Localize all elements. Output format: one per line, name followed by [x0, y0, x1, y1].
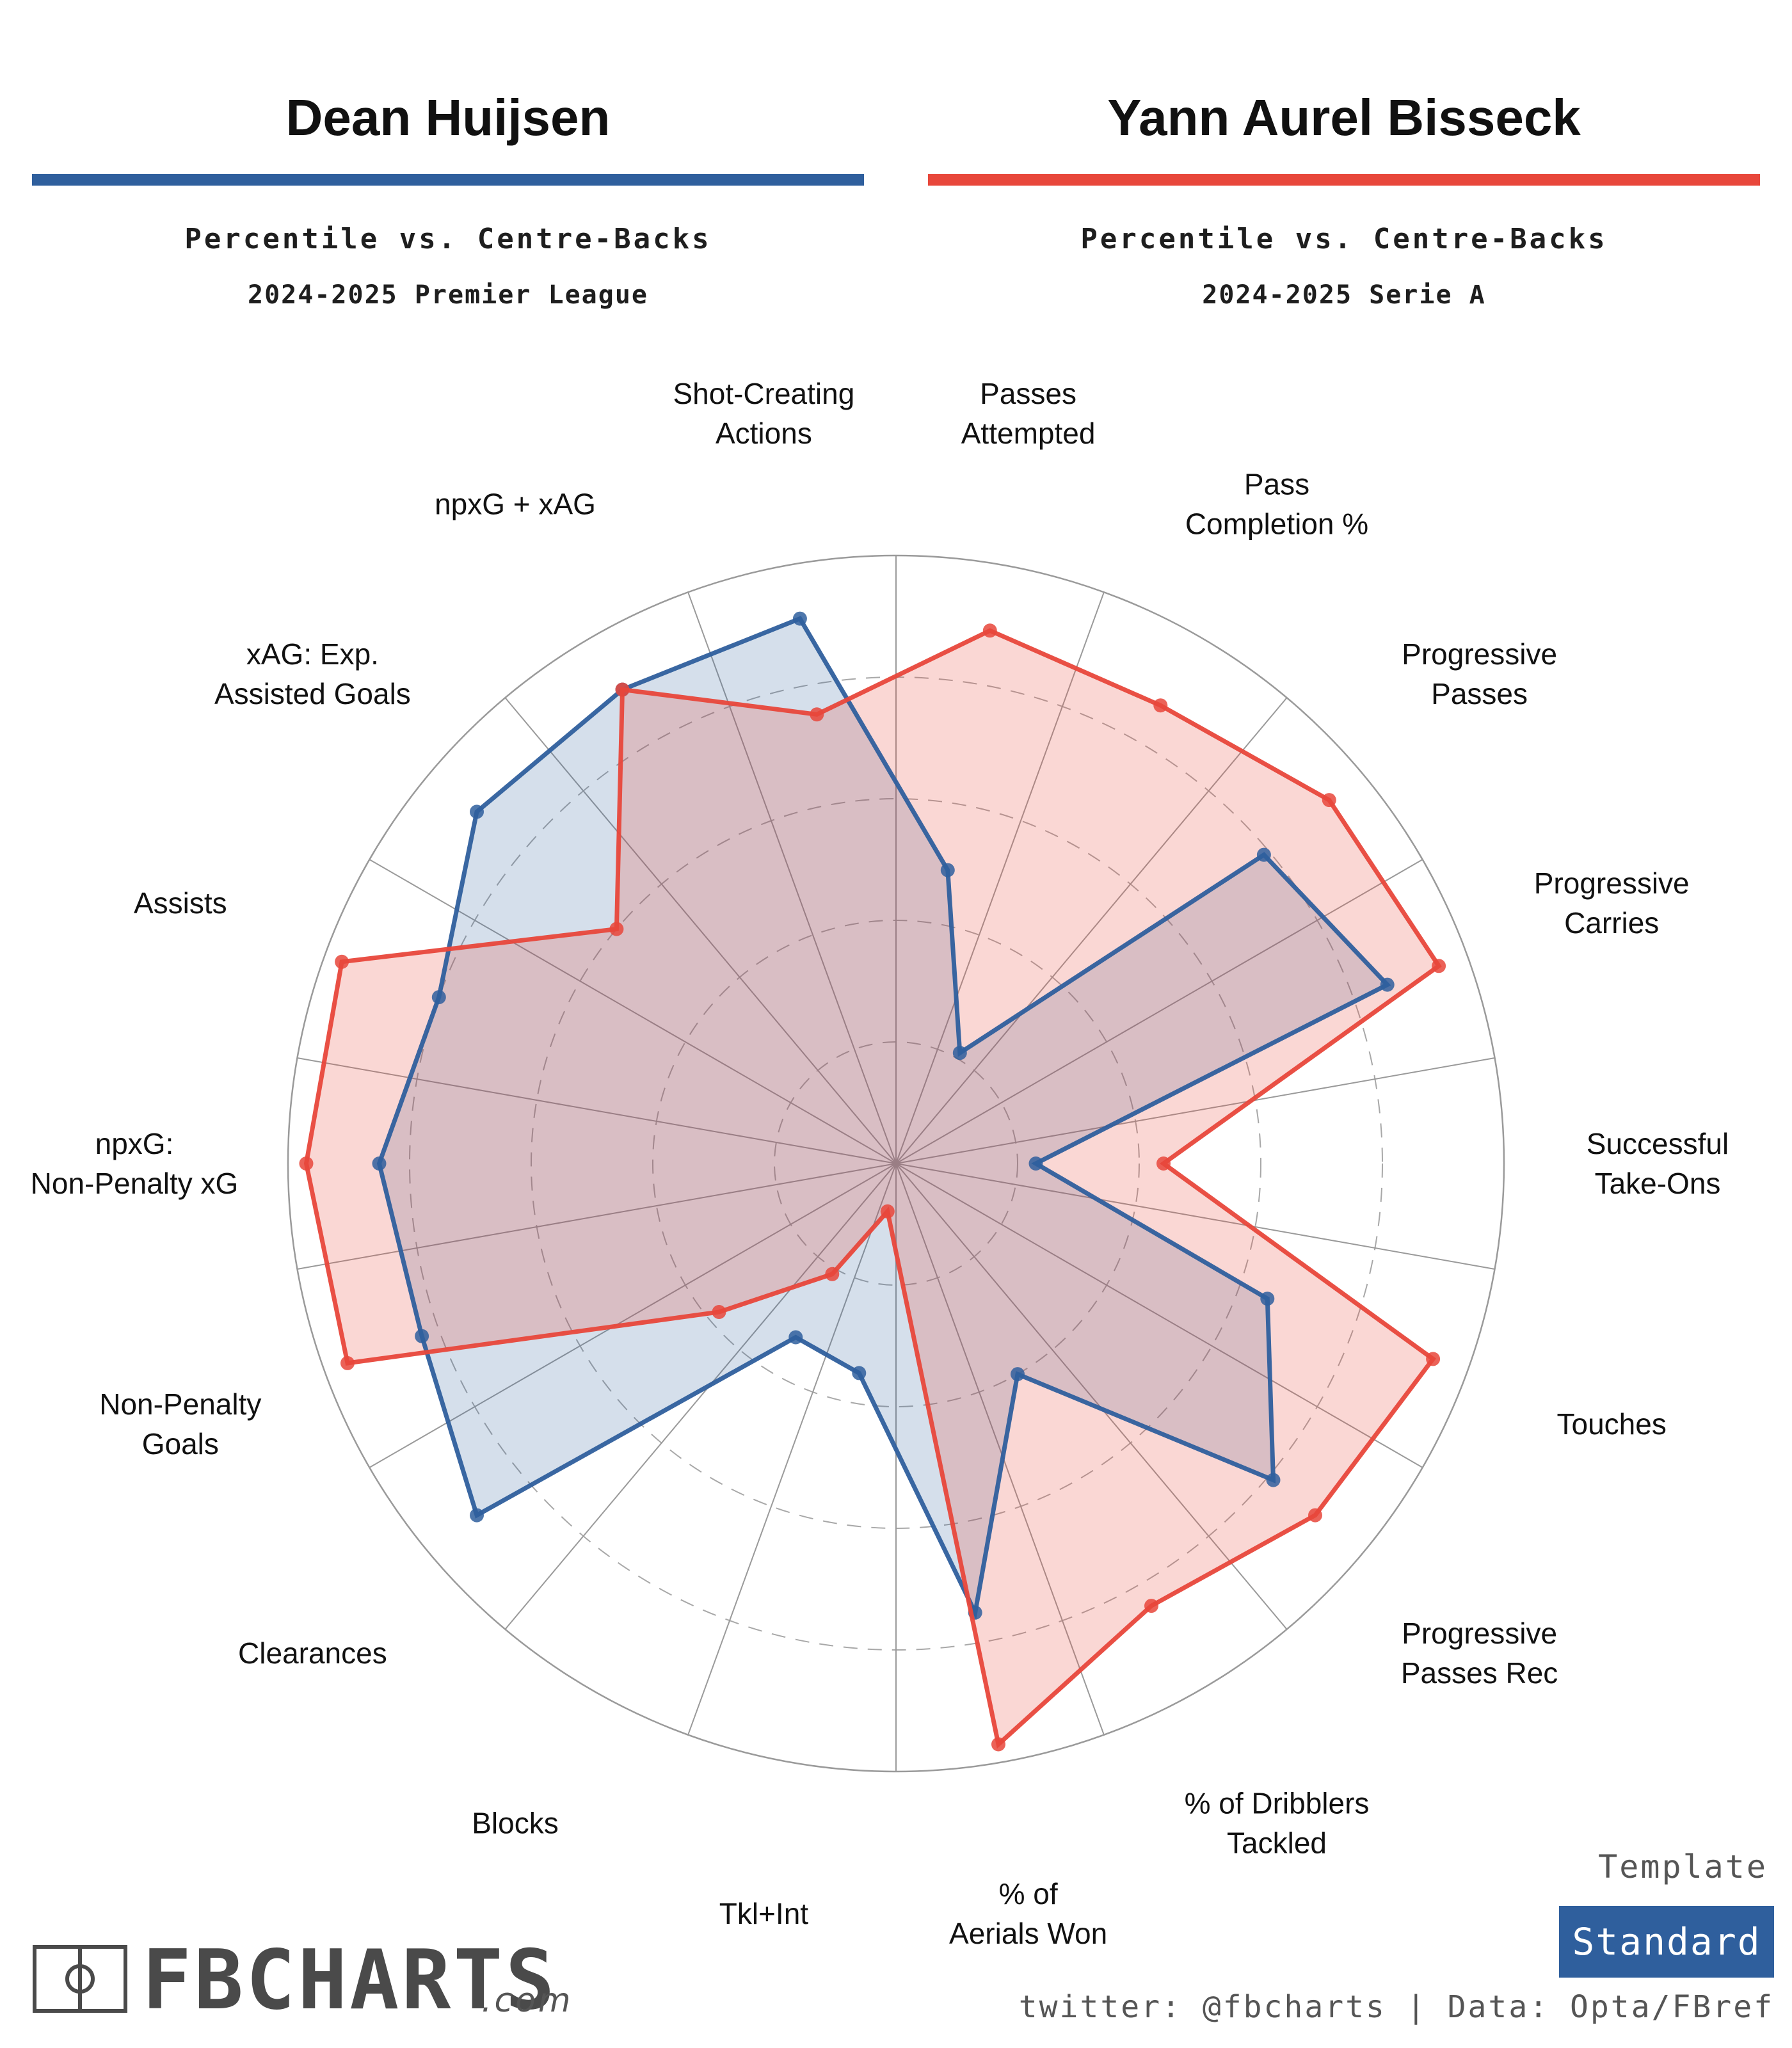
axis-label: Progressive Passes Rec: [1401, 1617, 1558, 1690]
axis-label: Non-Penalty Goals: [99, 1388, 261, 1460]
template-badge: Standard: [1559, 1906, 1774, 1978]
series-point-huijsen: [470, 1508, 484, 1523]
axis-label: Shot-Creating Actions: [673, 377, 854, 450]
series-point-bisseck: [880, 1204, 895, 1219]
series-point-huijsen: [431, 990, 446, 1005]
series-point-bisseck: [810, 707, 824, 722]
radar-spoke: [895, 1163, 1105, 1736]
axis-label: Tkl+Int: [719, 1897, 809, 1930]
series-point-huijsen: [940, 863, 955, 877]
series-point-bisseck: [1432, 959, 1446, 973]
axis-label: npxG: Non-Penalty xG: [31, 1127, 239, 1200]
series-point-bisseck: [335, 954, 349, 969]
series-point-bisseck: [1156, 1156, 1171, 1171]
series-area-huijsen: [379, 618, 1388, 1613]
series-point-huijsen: [1256, 847, 1271, 862]
player-name-right: Yann Aurel Bisseck: [1107, 89, 1581, 146]
axis-label: Assists: [134, 886, 227, 920]
radar-spoke: [895, 1057, 1495, 1164]
series-point-huijsen: [1028, 1156, 1043, 1171]
series-point-bisseck: [609, 922, 624, 936]
axis-label: Progressive Passes: [1402, 637, 1557, 710]
axis-label: % of Dribblers Tackled: [1185, 1787, 1370, 1860]
series-point-bisseck: [299, 1156, 314, 1171]
player-season-right: 2024-2025 Serie A: [1202, 280, 1486, 310]
series-point-bisseck: [982, 623, 997, 638]
series-point-huijsen: [952, 1046, 967, 1060]
series-point-huijsen: [1011, 1367, 1025, 1382]
series-point-huijsen: [1266, 1473, 1281, 1487]
axis-label: Pass Completion %: [1185, 467, 1368, 540]
series-point-huijsen: [1380, 977, 1395, 992]
radar-spoke: [504, 1163, 897, 1630]
axis-label: Progressive Carries: [1534, 867, 1690, 940]
axis-label: % of Aerials Won: [949, 1877, 1107, 1950]
series-point-huijsen: [788, 1330, 803, 1345]
series-point-bisseck: [615, 682, 630, 697]
axis-label: npxG + xAG: [435, 487, 596, 520]
logo-suffix: .com: [481, 1981, 573, 2020]
axis-label: Successful Take-Ons: [1587, 1127, 1729, 1200]
logo-wordmark: FBCHARTS: [142, 1933, 557, 2028]
series-point-huijsen: [372, 1156, 387, 1171]
series-point-bisseck: [991, 1737, 1005, 1752]
player-color-bar-right: [928, 174, 1760, 186]
player-color-bar-left: [32, 174, 864, 186]
player-season-left: 2024-2025 Premier League: [248, 280, 648, 310]
radar-spoke: [297, 1057, 897, 1164]
player-subtitle-left: Percentile vs. Centre-Backs: [184, 223, 712, 255]
player-subtitle-right: Percentile vs. Centre-Backs: [1080, 223, 1608, 255]
axis-label: Touches: [1557, 1407, 1667, 1441]
series-point-huijsen: [415, 1329, 429, 1343]
fbcharts-logo: FBCHARTS .com: [32, 1939, 608, 2022]
radar-spoke: [369, 1163, 897, 1468]
radar-spoke: [895, 1163, 1288, 1630]
series-point-bisseck: [340, 1356, 355, 1370]
player-name-left: Dean Huijsen: [285, 89, 611, 146]
axis-label: Passes Attempted: [961, 377, 1096, 450]
data-credit: twitter: @fbcharts | Data: Opta/FBref: [1018, 1989, 1774, 2025]
radar-spoke: [895, 859, 1423, 1164]
series-area-bisseck: [306, 630, 1439, 1745]
radar-spoke: [687, 1163, 897, 1736]
radar-spoke: [687, 591, 897, 1164]
radar-spoke: [504, 697, 897, 1164]
series-point-huijsen: [470, 804, 484, 819]
radar-spoke: [895, 591, 1105, 1164]
series-point-huijsen: [1260, 1292, 1275, 1306]
series-point-huijsen: [792, 611, 807, 626]
series-point-bisseck: [1308, 1508, 1322, 1523]
radar-spoke: [895, 1163, 1495, 1270]
radar-spoke: [895, 1163, 1423, 1468]
template-label: Template: [1598, 1848, 1768, 1885]
axis-label: Clearances: [238, 1636, 387, 1670]
pitch-icon: [33, 1945, 127, 2013]
axis-label: xAG: Exp. Assisted Goals: [214, 637, 411, 710]
axis-label: Blocks: [472, 1807, 558, 1840]
series-point-bisseck: [1144, 1599, 1158, 1613]
series-point-huijsen: [852, 1366, 867, 1380]
series-point-bisseck: [1322, 793, 1336, 808]
series-point-bisseck: [712, 1305, 726, 1319]
radar-spoke: [297, 1163, 897, 1270]
radar-spoke: [895, 697, 1288, 1164]
series-point-bisseck: [825, 1267, 840, 1281]
series-point-bisseck: [1153, 698, 1168, 713]
series-point-bisseck: [1426, 1352, 1441, 1366]
